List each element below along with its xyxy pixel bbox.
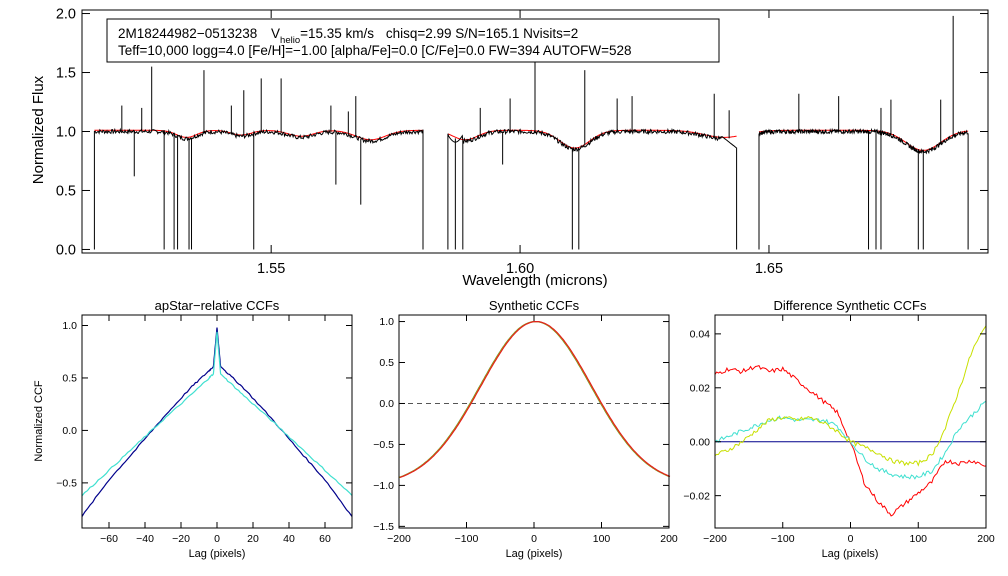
x-tick-label: 0 (531, 533, 537, 545)
x-tick-label: 60 (319, 533, 331, 545)
synthetic-ccf-line-synthetic-3 (399, 321, 671, 478)
y-tick-label: −0.02 (683, 490, 710, 502)
x-tick-label: 1.65 (755, 261, 783, 277)
x-tick-label: 200 (977, 533, 995, 545)
y-tick-label: 1.0 (56, 125, 76, 141)
difference-line-cyan (714, 400, 987, 480)
difference-ccf-axis-ticks: −200 −100 0 100 200 −0.02 0.00 0.02 0.04 (683, 315, 995, 545)
x-tick-label: −60 (100, 533, 118, 545)
difference-ccf-series-group (714, 325, 987, 517)
y-tick-label: 0.02 (690, 382, 711, 394)
x-tick-label: −20 (172, 533, 190, 545)
fit-stats: chisq=2.99 S/N=165.1 Nvisits=2 (386, 26, 579, 41)
y-tick-label: 0.0 (379, 398, 394, 410)
x-tick-label: 1.55 (257, 261, 285, 277)
velocity-subscript: helio (280, 35, 300, 46)
y-tick-label: 1.5 (56, 66, 76, 82)
y-tick-label: 0.0 (56, 243, 76, 259)
spectrum-y-axis-label: Normalized Flux (30, 75, 47, 184)
difference-ccf-title: Difference Synthetic CCFs (774, 298, 927, 313)
velocity-label: V (271, 26, 280, 41)
y-tick-label: −1.0 (373, 480, 394, 492)
y-tick-label: 0.5 (62, 373, 77, 385)
y-tick-label: 0.0 (62, 425, 77, 437)
y-tick-label: 2.0 (56, 7, 76, 23)
difference-ccf-panel: Difference Synthetic CCFs −200 −100 0 100 20… (683, 298, 994, 560)
apstar-ccf-panel: apStar−relative CCFs −60 −40 −20 0 20 40 60 −0.… (33, 298, 353, 560)
x-tick-label: −40 (136, 533, 154, 545)
x-tick-label: −200 (703, 533, 727, 545)
apstar-ccf-frame (81, 314, 353, 529)
observed-spectrum-segment (758, 127, 969, 250)
synthetic-ccf-title: Synthetic CCFs (489, 298, 580, 313)
annotation-line-1: 2M18244982−0513238 Vhelio=15.35 km/s chi… (118, 26, 578, 46)
y-tick-label: 1.0 (62, 320, 77, 332)
x-tick-label: 40 (283, 533, 295, 545)
velocity-value: =15.35 km/s (300, 26, 374, 41)
x-tick-label: −100 (455, 533, 479, 545)
synthetic-ccf-frame (398, 314, 670, 529)
y-tick-label: 0.04 (690, 329, 711, 341)
y-tick-label: −0.5 (56, 478, 77, 490)
ccf-line-visit-1 (81, 327, 353, 517)
y-tick-label: −0.5 (373, 439, 394, 451)
synthetic-ccf-panel: Synthetic CCFs −200 −100 0 100 200 −1.5 −1.0 −0… (373, 298, 678, 560)
x-tick-label: −200 (387, 533, 411, 545)
observed-spectrum-segment (447, 127, 738, 250)
spectrum-annotation-box: 2M18244982−0513238 Vhelio=15.35 km/s chi… (106, 18, 720, 63)
apstar-ccf-x-axis-label: Lag (pixels) (189, 548, 246, 560)
synthetic-ccf-line-synthetic-1 (398, 321, 670, 478)
apstar-ccf-y-axis-label: Normalized CCF (33, 380, 45, 462)
y-tick-label: 1.0 (379, 316, 394, 328)
y-tick-label: −1.5 (373, 521, 394, 533)
x-tick-label: 200 (660, 533, 678, 545)
y-tick-label: 0.00 (690, 436, 711, 448)
x-tick-label: 100 (593, 533, 611, 545)
y-tick-label: 0.5 (379, 357, 394, 369)
x-tick-label: 0 (214, 533, 220, 545)
observed-spectrum-segment (93, 127, 424, 250)
x-tick-label: 20 (247, 533, 259, 545)
annotation-line-2: Teff=10,000 logg=4.0 [Fe/H]=−1.00 [alpha… (118, 43, 632, 58)
annotation-frame (106, 18, 720, 63)
synthetic-ccf-series-group (398, 321, 671, 478)
x-tick-label: 100 (909, 533, 927, 545)
apstar-ccf-series-group (81, 327, 353, 517)
ccf-line-visit-2 (81, 331, 353, 497)
spectrum-series-group (93, 15, 969, 250)
difference-ccf-frame (714, 314, 987, 529)
difference-line-yellow (714, 325, 987, 467)
star-id: 2M18244982−0513238 (118, 26, 257, 41)
spectrum-axis-ticks: 1.55 1.60 1.65 0.0 0.5 1.0 1.5 2.0 (56, 7, 988, 277)
spectrum-panel: 1.55 1.60 1.65 0.0 0.5 1.0 1.5 2.0 Wavelength (… (30, 7, 989, 289)
x-tick-label: 1.60 (506, 261, 534, 277)
synthetic-ccf-line-synthetic-2 (399, 321, 670, 478)
x-tick-label: −100 (771, 533, 795, 545)
apstar-ccf-title: apStar−relative CCFs (155, 298, 280, 313)
synthetic-ccf-axis-ticks: −200 −100 0 100 200 −1.5 −1.0 −0.5 0.0 0.5 1.0 (373, 315, 678, 545)
difference-line-red (714, 365, 987, 517)
spectrum-x-axis-label: Wavelength (microns) (462, 272, 607, 289)
synthetic-ccf-x-axis-label: Lag (pixels) (506, 548, 563, 560)
difference-ccf-x-axis-label: Lag (pixels) (822, 548, 879, 560)
apstar-ccf-axis-ticks: −60 −40 −20 0 20 40 60 −0.5 0.0 0.5 1.0 (56, 315, 352, 545)
x-tick-label: 0 (848, 533, 854, 545)
y-tick-label: 0.5 (56, 184, 76, 200)
